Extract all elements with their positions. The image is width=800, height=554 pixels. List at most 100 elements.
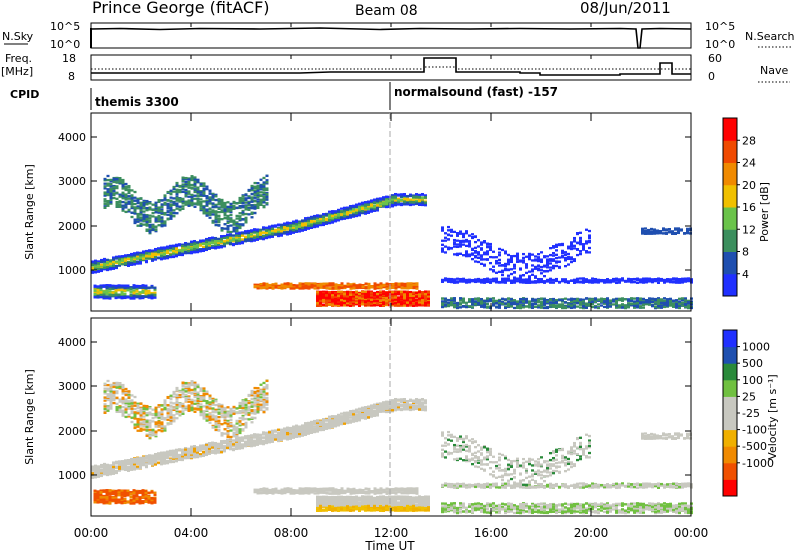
power-cell bbox=[184, 191, 188, 195]
power-cell bbox=[403, 202, 406, 205]
power-cell bbox=[91, 271, 94, 274]
power-cell bbox=[316, 225, 319, 228]
power-cell bbox=[346, 211, 349, 214]
power-cell bbox=[124, 261, 127, 265]
power-cell bbox=[214, 245, 217, 248]
power-cell bbox=[142, 223, 146, 226]
power-cell bbox=[238, 219, 242, 222]
power-cell bbox=[447, 280, 450, 283]
power-cell bbox=[319, 285, 323, 288]
power-cell bbox=[145, 228, 149, 231]
power-cell bbox=[331, 294, 334, 297]
power-cell bbox=[217, 198, 221, 201]
power-cell bbox=[322, 290, 325, 294]
power-cell bbox=[253, 228, 256, 231]
power-cell bbox=[106, 190, 110, 193]
power-cell bbox=[145, 209, 149, 212]
power-cell bbox=[232, 202, 236, 205]
power-cell bbox=[123, 296, 127, 300]
power-cell bbox=[418, 197, 421, 201]
power-cell bbox=[108, 287, 112, 290]
power-cell bbox=[241, 238, 244, 241]
power-cell bbox=[295, 223, 298, 226]
power-cell bbox=[132, 294, 136, 298]
power-cell bbox=[187, 242, 190, 245]
power-cell bbox=[223, 227, 227, 230]
power-cell bbox=[169, 211, 173, 214]
power-cell bbox=[274, 233, 277, 236]
power-cell bbox=[262, 285, 266, 288]
power-cell bbox=[160, 247, 163, 250]
power-cell bbox=[286, 230, 289, 234]
power-cell bbox=[352, 283, 356, 287]
power-cell bbox=[169, 246, 172, 250]
power-cell bbox=[337, 290, 340, 294]
power-cell bbox=[483, 278, 486, 281]
power-cell bbox=[96, 293, 100, 297]
power-cell bbox=[187, 184, 191, 187]
power-cell bbox=[132, 284, 136, 287]
power-cell bbox=[373, 300, 376, 303]
power-cell bbox=[552, 281, 555, 284]
power-cell bbox=[409, 201, 412, 204]
power-cell bbox=[376, 303, 379, 307]
power-cell bbox=[214, 198, 218, 202]
power-cell bbox=[337, 294, 340, 297]
power-cell bbox=[151, 212, 155, 215]
power-cell bbox=[316, 223, 319, 226]
power-cell bbox=[235, 224, 239, 227]
power-cell bbox=[121, 187, 125, 190]
power-cell bbox=[208, 189, 212, 192]
nsky-tick-top: 10^5 bbox=[50, 20, 80, 33]
power-cell bbox=[247, 235, 250, 238]
power-cell bbox=[322, 299, 325, 302]
power-cell bbox=[265, 235, 268, 238]
power-cell bbox=[400, 195, 403, 198]
power-cell bbox=[97, 260, 100, 263]
power-cell bbox=[385, 205, 388, 209]
power-cell bbox=[181, 185, 185, 188]
power-cell bbox=[139, 257, 142, 260]
power-cell bbox=[265, 284, 269, 287]
power-cell bbox=[259, 286, 263, 289]
power-cell bbox=[537, 277, 540, 281]
power-cell bbox=[205, 208, 209, 211]
power-cell bbox=[115, 260, 118, 263]
power-cell bbox=[415, 294, 418, 297]
power-cell bbox=[355, 298, 358, 301]
power-cell bbox=[274, 283, 278, 286]
power-cell bbox=[316, 293, 319, 297]
power-cell bbox=[403, 197, 406, 201]
power-cell bbox=[349, 286, 353, 290]
power-cell bbox=[172, 244, 175, 247]
power-cell bbox=[394, 304, 397, 307]
power-cell bbox=[277, 234, 280, 237]
power-cell bbox=[139, 222, 143, 225]
power-cell bbox=[178, 185, 182, 188]
power-cell bbox=[160, 248, 163, 251]
power-cell bbox=[391, 283, 395, 286]
power-cell bbox=[346, 206, 349, 209]
power-cell bbox=[319, 221, 322, 225]
power-cell bbox=[256, 285, 260, 288]
power-cell bbox=[142, 257, 145, 260]
power-cell bbox=[501, 280, 504, 283]
power-cell bbox=[259, 186, 263, 189]
power-cell bbox=[256, 198, 260, 201]
power-cell bbox=[337, 303, 340, 307]
power-cell bbox=[313, 287, 317, 290]
power-cell bbox=[468, 278, 471, 281]
power-cell bbox=[340, 214, 343, 217]
power-cell bbox=[403, 283, 407, 286]
power-cell bbox=[135, 288, 139, 291]
power-cell bbox=[340, 285, 344, 288]
power-cell bbox=[115, 205, 119, 208]
power-cell bbox=[406, 282, 410, 285]
power-cell bbox=[184, 188, 188, 192]
power-cell bbox=[295, 284, 299, 287]
power-cell bbox=[361, 300, 364, 303]
power-cell bbox=[109, 185, 113, 188]
power-cell bbox=[304, 284, 308, 288]
power-cell bbox=[277, 231, 280, 234]
power-cell bbox=[172, 185, 176, 189]
